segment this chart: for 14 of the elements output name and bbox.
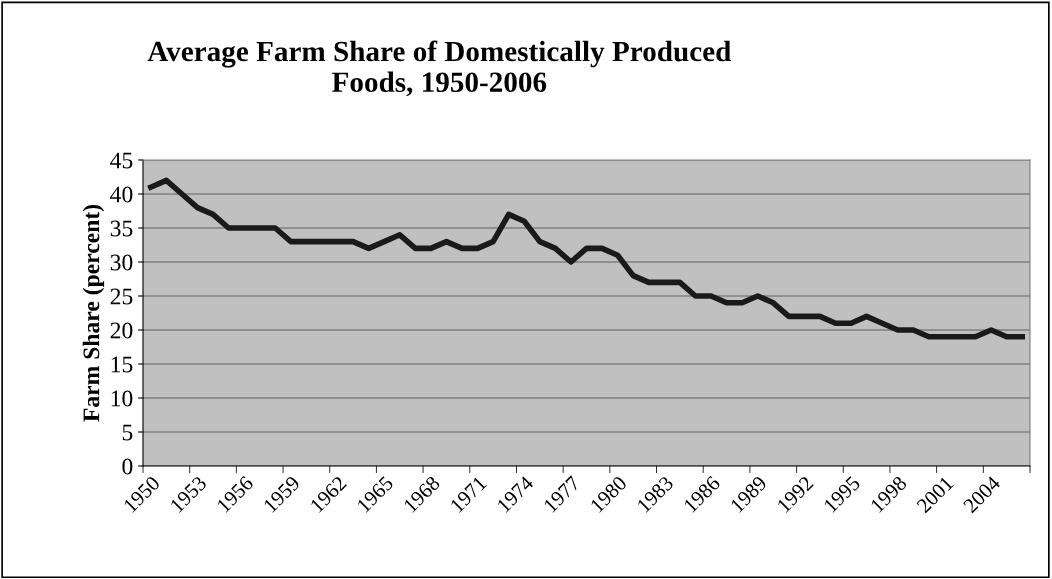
x-tick-label: 2001: [916, 475, 954, 514]
y-tick-label: 35: [110, 220, 133, 237]
y-tick-label: 40: [110, 186, 133, 203]
y-tick-label: 20: [110, 322, 133, 339]
y-tick-label: 0: [122, 458, 133, 475]
x-tick-label: 1971: [449, 475, 488, 513]
y-axis-title: Farm Share (percent): [82, 204, 105, 422]
y-tick-label: 15: [111, 356, 133, 373]
y-tick-label: 30: [110, 254, 133, 271]
chart-title: Average Farm Share of Domestically Produced Foods, 1950-2006: [147, 40, 732, 97]
y-tick-label: 45: [110, 152, 133, 169]
y-tick-label: 10: [111, 390, 133, 407]
y-tick-label: 25: [110, 288, 133, 305]
y-tick-label: 5: [122, 424, 133, 441]
